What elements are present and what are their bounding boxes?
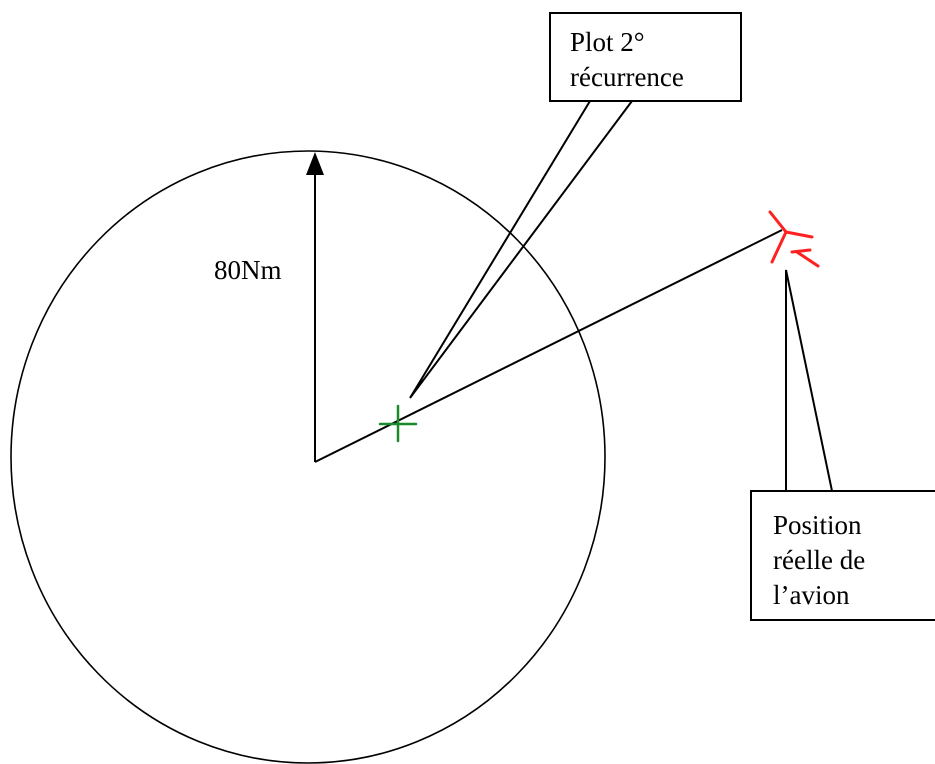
plot-callout-line2: récurrence (570, 62, 684, 92)
plot-callout-pointer (409, 100, 633, 399)
plot-callout-line1: Plot 2° (570, 27, 645, 57)
aircraft-icon (768, 210, 820, 268)
plot-marker-icon (378, 404, 418, 443)
aircraft-callout-line1: Position (773, 510, 862, 540)
radar-range-circle (10, 150, 606, 764)
bearing-line (314, 229, 783, 463)
aircraft-callout-box (750, 490, 935, 621)
aircraft-callout-line2: réelle de (773, 545, 865, 575)
aircraft-callout-pointer (785, 269, 833, 492)
plot-callout-box (549, 12, 742, 102)
radius-label: 80Nm (214, 255, 282, 285)
radius-arrowhead (306, 152, 324, 175)
aircraft-callout-line3: l’avion (773, 580, 850, 610)
